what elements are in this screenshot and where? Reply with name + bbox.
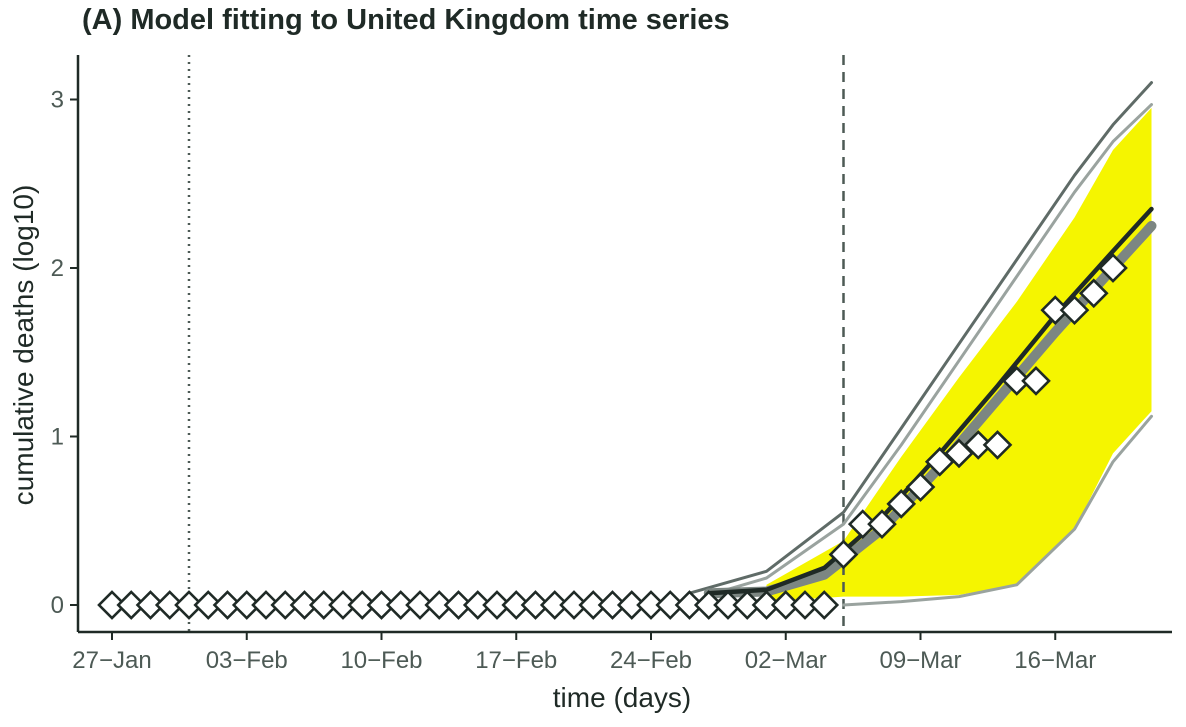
observed-point <box>809 590 840 620</box>
y-tick-label: 1 <box>51 424 64 451</box>
observed-point <box>1021 366 1051 396</box>
observed-point <box>1098 253 1128 283</box>
observed-point <box>289 590 320 620</box>
observed-point <box>751 590 782 620</box>
observed-point <box>385 590 416 620</box>
uncertainty-band <box>766 107 1152 602</box>
observed-point <box>328 590 358 620</box>
y-tick-label: 2 <box>51 255 64 282</box>
series-line-envelope-upper <box>688 81 1153 595</box>
observed-point <box>501 590 532 620</box>
observed-point <box>539 590 570 620</box>
observed-point <box>655 590 686 620</box>
observed-point <box>963 430 994 460</box>
observed-point <box>905 472 936 502</box>
observed-point <box>212 590 243 620</box>
observed-point <box>1040 295 1071 325</box>
observed-point <box>847 509 878 539</box>
observed-point <box>790 590 820 620</box>
observed-point <box>693 590 724 620</box>
observed-point <box>578 590 609 620</box>
observed-point <box>886 489 917 519</box>
observed-point <box>308 590 339 620</box>
observed-point <box>597 590 628 620</box>
observed-point <box>174 590 204 620</box>
y-axis-title: cumulative deaths (log10) <box>8 185 39 506</box>
series-line-envelope-lower <box>842 414 1153 607</box>
x-tick-label: 16−Mar <box>1014 647 1096 674</box>
observed-point <box>982 430 1013 460</box>
observed-point <box>520 590 551 620</box>
observed-point <box>135 590 166 620</box>
x-tick-label: 27−Jan <box>72 647 151 674</box>
observed-point <box>347 590 378 620</box>
observed-point <box>424 590 455 620</box>
observed-point <box>462 590 493 620</box>
observed-point <box>270 590 301 620</box>
observed-point <box>732 590 763 620</box>
x-tick-label: 03−Feb <box>206 647 288 674</box>
observed-point <box>154 590 185 620</box>
y-tick-label: 3 <box>51 87 64 114</box>
observed-point <box>1059 295 1090 325</box>
observed-point <box>405 590 435 620</box>
x-axis-title: time (days) <box>553 682 691 713</box>
observed-point <box>674 590 705 620</box>
observed-point <box>713 590 743 620</box>
x-tick-label: 10−Feb <box>340 647 422 674</box>
observed-point <box>231 590 262 620</box>
y-tick-label: 0 <box>51 592 64 619</box>
observed-point <box>636 590 666 620</box>
observed-point <box>1001 366 1032 396</box>
x-tick-label: 02−Mar <box>745 647 827 674</box>
observed-point <box>616 590 647 620</box>
chart-title: (A) Model fitting to United Kingdom time… <box>82 4 730 36</box>
observed-point <box>770 590 801 620</box>
x-tick-label: 17−Feb <box>475 647 557 674</box>
observed-point <box>366 590 397 620</box>
observed-point <box>116 590 147 620</box>
observed-point <box>97 590 127 620</box>
x-tick-label: 24−Feb <box>610 647 692 674</box>
observed-point <box>482 590 512 620</box>
observed-point <box>867 509 897 539</box>
observed-point <box>251 590 281 620</box>
observed-point <box>193 590 224 620</box>
x-tick-label: 09−Mar <box>879 647 961 674</box>
observed-point <box>828 539 859 570</box>
observed-point <box>443 590 474 620</box>
series-line-envelope-upper-2 <box>707 103 1153 597</box>
observed-point <box>559 590 589 620</box>
observed-point <box>1078 278 1109 309</box>
